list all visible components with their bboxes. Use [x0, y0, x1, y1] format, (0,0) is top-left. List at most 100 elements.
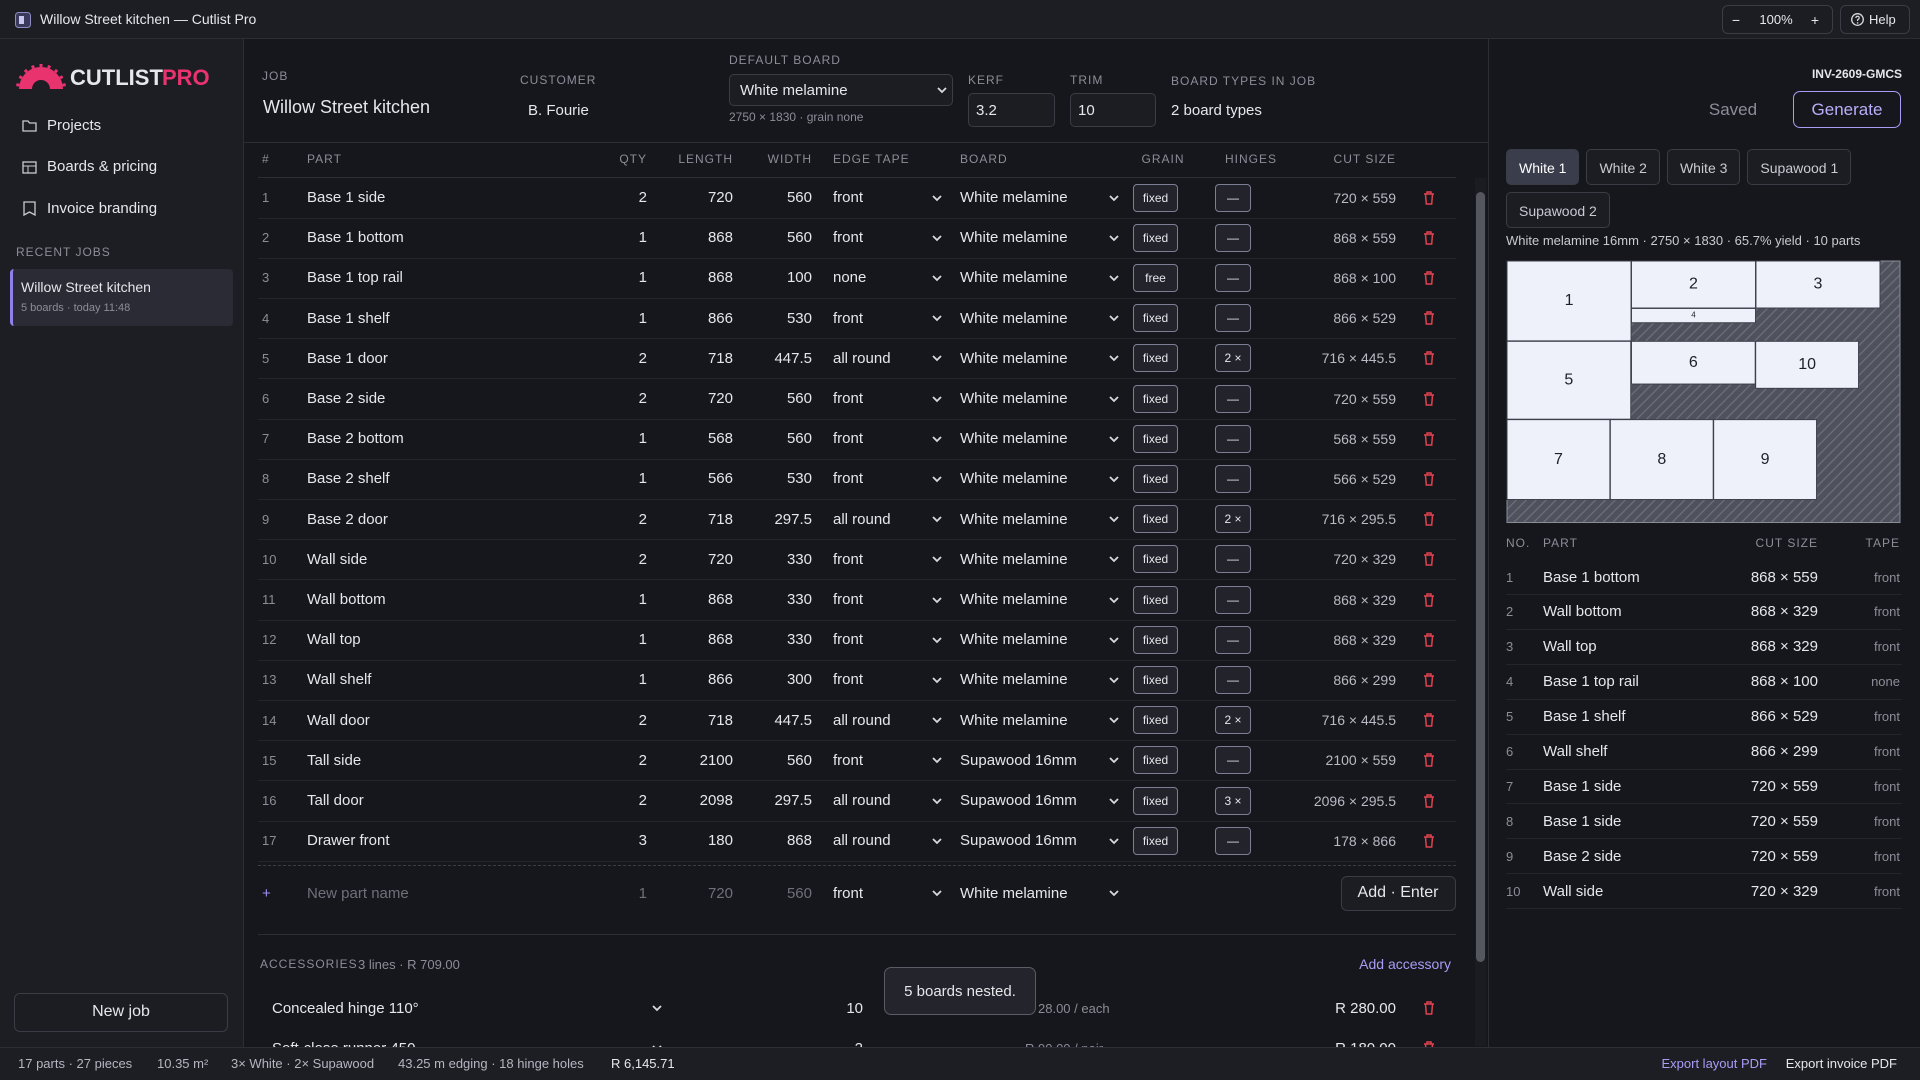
delete-icon[interactable] — [1423, 512, 1435, 526]
edge-tape-select[interactable]: front — [833, 430, 864, 448]
recent-job-card[interactable] — [10, 269, 233, 326]
qty[interactable]: 1 — [638, 430, 647, 448]
board-select[interactable]: White melamine — [960, 711, 1068, 729]
length[interactable]: 868 — [707, 269, 733, 287]
qty[interactable]: 1 — [638, 269, 647, 287]
edge-tape-select[interactable]: all round — [833, 832, 891, 850]
hinge-badge[interactable]: — — [1215, 464, 1251, 493]
width[interactable]: 330 — [786, 550, 812, 568]
delete-icon[interactable] — [1423, 552, 1435, 567]
edge-tape-select[interactable]: front — [833, 751, 864, 769]
edge-tape-select[interactable]: front — [833, 671, 864, 689]
length[interactable]: 720 — [707, 550, 733, 568]
grain-badge[interactable]: fixed — [1133, 706, 1178, 735]
new-board-select[interactable]: White melamine — [960, 884, 1068, 902]
length[interactable]: 718 — [707, 349, 733, 367]
delete-icon[interactable] — [1423, 1041, 1435, 1047]
nav-item[interactable]: Projects — [47, 116, 102, 134]
board-tab[interactable]: Supawood 1 — [1747, 149, 1852, 185]
edge-tape-select[interactable]: front — [833, 550, 864, 568]
grain-badge[interactable]: fixed — [1133, 746, 1178, 775]
board-select[interactable]: Supawood 16mm — [960, 792, 1077, 809]
board-select[interactable]: Supawood 16mm — [960, 832, 1077, 850]
delete-icon[interactable] — [1423, 391, 1435, 406]
grain-badge[interactable]: fixed — [1133, 625, 1178, 654]
delete-icon[interactable] — [1423, 472, 1435, 486]
width[interactable]: 330 — [786, 591, 812, 608]
qty[interactable]: 2 — [638, 189, 647, 206]
board-select[interactable]: White melamine — [960, 390, 1068, 407]
part-name[interactable]: Base 1 shelf — [307, 309, 390, 327]
hinge-badge[interactable]: — — [1215, 183, 1251, 212]
length[interactable]: 2100 — [699, 751, 733, 769]
qty[interactable]: 2 — [638, 550, 647, 568]
hinge-badge[interactable]: — — [1215, 263, 1251, 292]
length[interactable]: 566 — [707, 470, 733, 488]
zoom-out-button[interactable]: − — [1731, 12, 1741, 28]
part-name[interactable]: Base 1 door — [307, 349, 388, 367]
delete-icon[interactable] — [1423, 713, 1435, 727]
part-name[interactable]: Tall door — [307, 792, 364, 809]
board-piece[interactable] — [1506, 419, 1611, 501]
board-select[interactable]: White melamine — [960, 470, 1068, 488]
board-select[interactable]: Supawood 16mm — [960, 751, 1077, 769]
qty[interactable]: 1 — [638, 229, 647, 247]
qty[interactable]: 1 — [638, 671, 647, 689]
width[interactable]: 300 — [786, 671, 812, 689]
grain-badge[interactable]: fixed — [1133, 585, 1178, 614]
hinge-badge[interactable]: 3 × — [1215, 786, 1251, 815]
grain-badge[interactable]: fixed — [1133, 464, 1178, 493]
delete-icon[interactable] — [1423, 592, 1435, 607]
delete-icon[interactable] — [1423, 190, 1435, 205]
generate-button[interactable] — [1793, 91, 1901, 128]
edge-tape-select[interactable]: front — [833, 470, 864, 488]
part-name[interactable]: Base 1 top rail — [307, 269, 403, 287]
edge-tape-select[interactable]: front — [833, 189, 864, 206]
edge-tape-select[interactable]: front — [833, 390, 864, 407]
part-name[interactable]: Base 1 side — [307, 189, 386, 206]
width[interactable]: 100 — [786, 269, 812, 287]
hinge-badge[interactable]: — — [1215, 304, 1251, 333]
hinge-badge[interactable]: — — [1215, 545, 1251, 574]
length[interactable]: 720 — [707, 390, 733, 407]
edge-tape-select[interactable]: all round — [833, 349, 891, 367]
kerf-input[interactable] — [968, 93, 1055, 127]
new-part-input[interactable]: New part name — [307, 884, 409, 902]
delete-icon[interactable] — [1423, 431, 1435, 446]
board-select[interactable]: White melamine — [960, 510, 1068, 528]
part-name[interactable]: Drawer front — [307, 832, 390, 850]
edge-tape-select[interactable]: all round — [833, 711, 891, 729]
accessory-select[interactable]: Concealed hinge 110° — [272, 999, 419, 1017]
delete-icon[interactable] — [1423, 230, 1435, 245]
board-piece[interactable] — [1755, 260, 1881, 309]
hinge-badge[interactable]: — — [1215, 665, 1251, 694]
board-piece[interactable] — [1755, 340, 1860, 389]
grain-badge[interactable]: fixed — [1133, 344, 1178, 373]
board-tab[interactable]: White 3 — [1666, 149, 1741, 185]
grain-badge[interactable]: fixed — [1133, 545, 1178, 574]
hinge-badge[interactable]: — — [1215, 585, 1251, 614]
grain-badge[interactable]: fixed — [1133, 223, 1178, 252]
qty[interactable]: 2 — [638, 510, 647, 528]
part-name[interactable]: Base 1 bottom — [307, 229, 404, 247]
board-tab[interactable]: White 2 — [1586, 149, 1660, 185]
edge-tape-select[interactable]: front — [833, 591, 864, 608]
edge-tape-select[interactable]: front — [833, 309, 864, 327]
board-select[interactable]: White melamine — [960, 430, 1068, 448]
grain-badge[interactable]: fixed — [1133, 826, 1178, 855]
hinge-badge[interactable]: — — [1215, 424, 1251, 453]
hinge-badge[interactable]: 2 × — [1215, 706, 1251, 735]
qty[interactable]: 2 — [638, 751, 647, 769]
board-select[interactable]: White melamine — [960, 309, 1068, 327]
add-accessory-link[interactable]: Add accessory — [1359, 956, 1451, 972]
length[interactable]: 718 — [707, 510, 733, 528]
width[interactable]: 447.5 — [774, 349, 812, 367]
width[interactable]: 560 — [786, 229, 812, 247]
width[interactable]: 560 — [786, 751, 812, 769]
hinge-badge[interactable]: — — [1215, 384, 1251, 413]
export-invoice-link[interactable]: Export invoice PDF — [1785, 1055, 1897, 1071]
delete-icon[interactable] — [1423, 271, 1435, 285]
grain-badge[interactable]: fixed — [1133, 424, 1178, 453]
width[interactable]: 560 — [786, 189, 812, 206]
qty[interactable]: 2 — [638, 792, 647, 809]
